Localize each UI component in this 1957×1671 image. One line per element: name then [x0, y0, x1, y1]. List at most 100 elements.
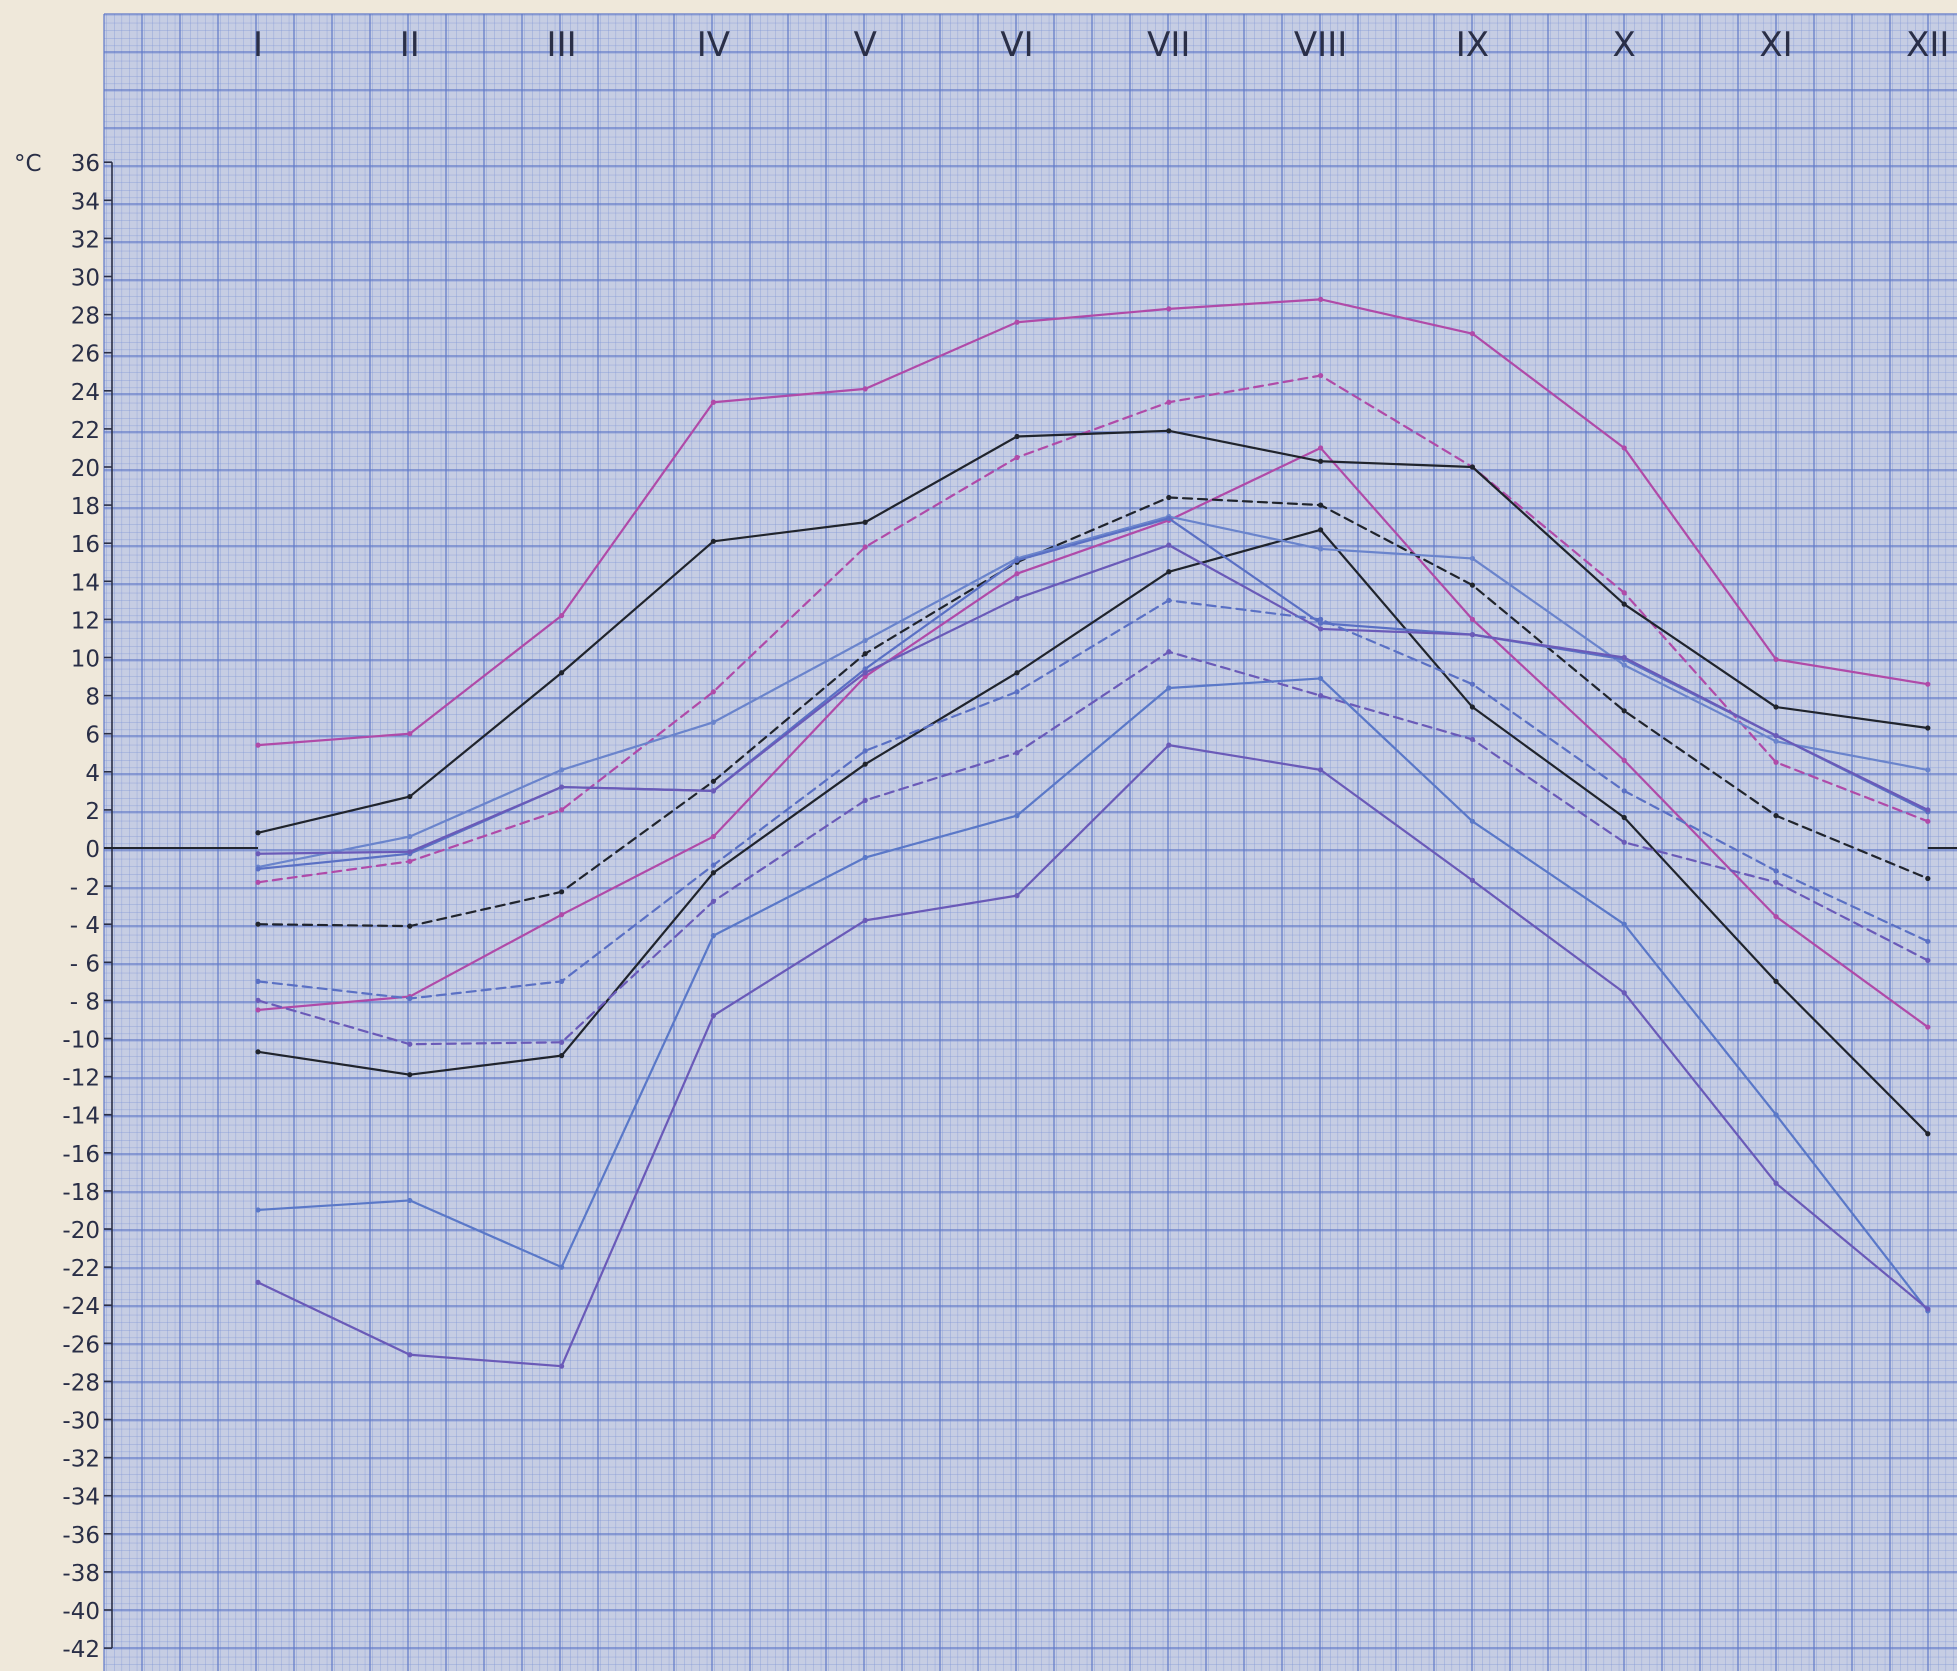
data-point — [1166, 306, 1172, 312]
y-tick-label: -42 — [62, 1637, 100, 1663]
data-point — [1925, 767, 1931, 773]
series-line — [256, 515, 1929, 869]
data-point — [1773, 879, 1779, 885]
data-point — [1773, 1112, 1779, 1118]
data-point — [1166, 649, 1172, 655]
series-9 — [255, 542, 1931, 857]
data-point — [1318, 620, 1324, 626]
data-point — [1318, 458, 1324, 464]
x-axis-month-labels: I II III IV V VI VII VIII IX X XI XII — [253, 25, 1949, 65]
data-point — [1318, 296, 1324, 302]
month-label: VII — [1147, 25, 1190, 65]
data-point — [407, 833, 413, 840]
data-point — [862, 854, 868, 861]
data-point — [1014, 893, 1020, 899]
y-tick-label: -38 — [62, 1561, 100, 1587]
data-point — [255, 879, 261, 885]
y-tick-label: 2 — [85, 799, 100, 825]
y-tick-label: - 6 — [70, 951, 100, 977]
y-tick-label: -18 — [62, 1180, 100, 1206]
data-point — [407, 995, 413, 1002]
data-point — [559, 978, 565, 984]
y-tick-label: -36 — [62, 1523, 100, 1549]
data-point — [710, 862, 717, 868]
data-point — [1166, 685, 1172, 691]
data-point — [559, 1053, 565, 1059]
data-point — [1469, 818, 1475, 824]
y-tick-label: - 4 — [70, 913, 100, 939]
y-unit-label: °C — [14, 151, 42, 177]
data-point — [1318, 767, 1324, 773]
data-point — [862, 917, 868, 923]
data-point — [1318, 675, 1324, 682]
series-line — [256, 650, 1929, 1046]
data-point — [1773, 704, 1779, 710]
series-6 — [255, 527, 1931, 1137]
series-4 — [255, 428, 1931, 836]
data-point — [407, 793, 413, 800]
y-tick-label: 26 — [71, 342, 100, 368]
y-tick-label: - 2 — [70, 875, 100, 901]
data-point — [559, 670, 565, 676]
y-tick-label: 34 — [71, 189, 100, 215]
data-point — [862, 637, 868, 643]
y-tick-label: 20 — [71, 456, 100, 482]
data-point — [1621, 990, 1627, 996]
data-point — [559, 912, 565, 918]
series-line — [256, 429, 1929, 834]
data-point — [1166, 569, 1172, 575]
data-point — [862, 651, 868, 657]
data-point — [1469, 331, 1475, 337]
data-point — [1621, 601, 1627, 607]
series-13 — [255, 742, 1931, 1369]
y-tick-label: 32 — [71, 227, 100, 253]
data-point — [710, 538, 717, 544]
data-point — [862, 797, 868, 803]
month-label: VIII — [1294, 25, 1347, 65]
series-line — [256, 496, 1929, 928]
data-point — [1469, 681, 1475, 687]
data-point — [1621, 590, 1627, 596]
y-tick-label: -16 — [62, 1142, 100, 1168]
data-point — [710, 778, 717, 784]
data-point — [710, 933, 717, 939]
series-line — [256, 677, 1929, 1313]
y-tick-label: -40 — [62, 1599, 100, 1625]
data-point — [559, 767, 565, 773]
data-point — [559, 1039, 565, 1045]
y-tick-label: 4 — [85, 761, 100, 787]
data-point — [862, 673, 868, 680]
data-point — [1773, 738, 1779, 744]
data-point — [1318, 546, 1324, 552]
month-label: III — [547, 25, 577, 65]
data-point — [1469, 736, 1475, 743]
data-point — [255, 921, 261, 927]
data-point — [255, 742, 261, 748]
series-10 — [255, 597, 1931, 1002]
data-point — [1469, 704, 1475, 710]
y-tick-label: 30 — [71, 266, 100, 292]
data-point — [1773, 759, 1779, 765]
data-point — [1318, 527, 1324, 533]
data-point — [1925, 818, 1931, 824]
data-point — [1469, 555, 1475, 562]
data-point — [1166, 494, 1172, 501]
data-point — [1621, 757, 1627, 763]
data-point — [1773, 978, 1779, 984]
data-point — [862, 519, 868, 525]
data-point — [710, 399, 717, 405]
data-point — [407, 858, 413, 864]
y-tick-label: 8 — [85, 685, 100, 711]
data-point — [862, 748, 868, 754]
data-point — [1318, 616, 1324, 623]
series-11 — [255, 649, 1931, 1047]
data-point — [559, 1363, 565, 1369]
y-tick-label: -22 — [62, 1256, 100, 1282]
data-point — [1166, 515, 1172, 522]
series-5 — [255, 494, 1931, 929]
data-point — [1469, 616, 1475, 623]
month-label: VI — [1000, 25, 1033, 65]
y-tick-label: -26 — [62, 1332, 100, 1358]
